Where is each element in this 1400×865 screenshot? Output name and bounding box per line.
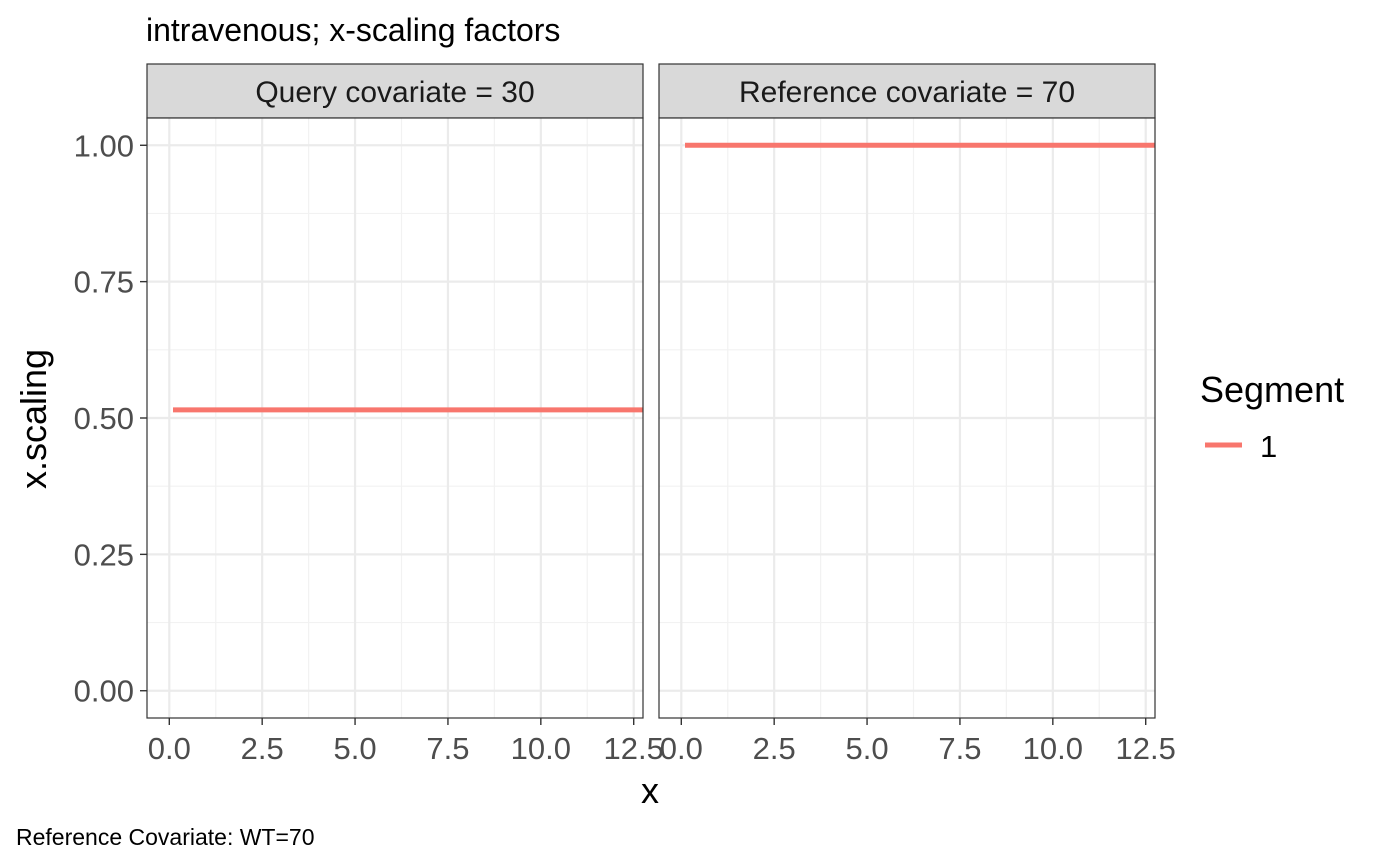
legend: Segment 1 [1200,369,1344,464]
strip-label: Query covariate = 30 [255,76,534,109]
panel-2: Reference covariate = 70 [658,63,1156,719]
panel-border [658,117,1156,719]
x-tick-label: 12.5 [604,731,664,766]
x-tick-label: 12.5 [1116,731,1176,766]
y-tick-label: 0.50 [74,401,134,436]
legend-title: Segment [1200,369,1344,410]
y-axis: 0.00 0.25 0.50 0.75 1.00 [74,128,147,709]
x-tick-label: 2.5 [753,731,796,766]
y-axis-title: x.scaling [13,349,54,489]
x-tick-label: 7.5 [938,731,981,766]
panel-1: Query covariate = 30 [146,63,644,719]
y-tick-label: 1.00 [74,128,134,163]
legend-label-segment-1: 1 [1260,429,1277,464]
x-tick-label: 0.0 [660,731,703,766]
x-axis-panel-2: 0.0 2.5 5.0 7.5 10.0 12.5 [660,718,1176,766]
x-tick-label: 5.0 [334,731,377,766]
x-tick-label: 10.0 [511,731,571,766]
strip-background [658,63,1156,119]
y-tick-label: 0.00 [74,674,134,709]
panels: Query covariate = 30 Reference covariate … [146,63,1156,719]
x-tick-label: 5.0 [846,731,889,766]
chart-caption: Reference Covariate: WT=70 [16,824,315,850]
gridlines [147,118,643,718]
x-tick-label: 0.0 [148,731,191,766]
chart-title: intravenous; x-scaling factors [146,12,560,48]
x-tick-label: 7.5 [426,731,469,766]
x-tick-label: 2.5 [241,731,284,766]
x-axes: 0.0 2.5 5.0 7.5 10.0 12.50.0 2.5 5.0 7.5 10.0 12.5 [148,718,1176,766]
y-tick-label: 0.75 [74,265,134,300]
y-tick-label: 0.25 [74,537,134,572]
x-tick-label: 10.0 [1023,731,1083,766]
x-axis-panel-1: 0.0 2.5 5.0 7.5 10.0 12.5 [148,718,664,766]
x-axis-title: x [641,770,659,811]
strip-background [146,63,644,119]
strip-label: Reference covariate = 70 [739,76,1075,109]
